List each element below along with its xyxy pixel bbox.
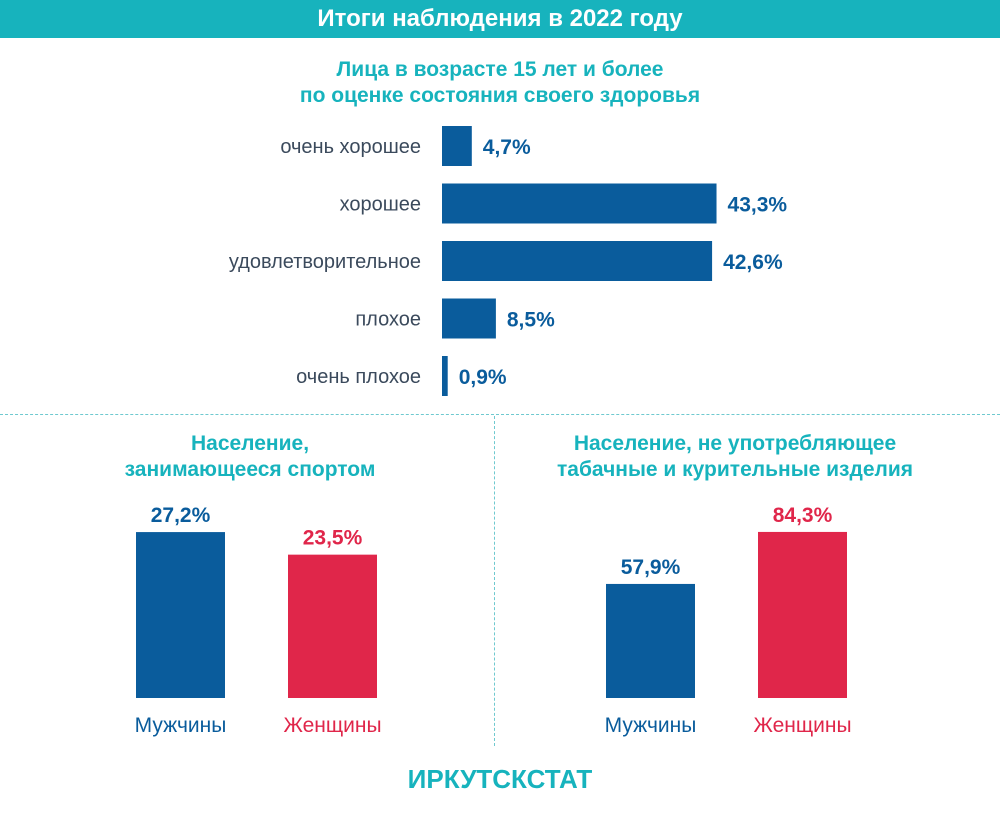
bar [442,298,496,339]
value-label: 8,5% [507,309,555,332]
category-label: хорошее [340,194,421,216]
category-label: Мужчины [605,714,697,737]
smoking-chart-title-line-1: Население, не употребляющее [573,432,897,455]
health-chart-title: Лица в возрасте 15 лет и более по оценке… [150,57,850,109]
bar [136,532,225,698]
category-label: очень хорошее [280,136,421,158]
footer-brand: ИРКУТСКСТАТ [407,764,593,794]
category-label: плохое [355,309,421,331]
value-label: 57,9% [621,556,681,579]
category-label: удовлетворительное [229,251,421,273]
sport-chart-title-line-2: занимающееся спортом [124,458,376,481]
value-label: 42,6% [723,251,783,274]
value-label: 27,2% [151,504,211,527]
bar [758,531,847,698]
value-label: 0,9% [459,366,507,389]
smoking-chart-title-line-2: табачные и курительные изделия [556,458,913,481]
sport-bar-chart: 27,2% Мужчины 23,5% Женщины [135,504,382,737]
bar [442,356,448,396]
category-label: Женщины [753,714,851,737]
category-label: Женщины [283,714,381,737]
smoking-bar-chart: 57,9% Мужчины 84,3% Женщины [605,504,852,737]
value-label: 23,5% [303,527,363,550]
bar [442,183,717,224]
value-label: 43,3% [728,194,788,217]
health-bar-chart: очень хорошее 4,7% хорошее 43,3% удовлетвори… [229,126,788,396]
category-label: очень плохое [296,366,421,388]
smoking-chart-title: Население, не употребляющее табачные и к… [500,431,970,483]
horizontal-divider [0,414,1000,415]
bar [442,126,472,166]
health-chart-title-line-1: Лица в возрасте 15 лет и более [336,58,664,81]
value-label: 4,7% [483,136,531,159]
page-header: Итоги наблюдения в 2022 году [0,0,1000,38]
value-label: 84,3% [773,504,833,527]
category-label: Мужчины [135,714,227,737]
sport-chart-title: Население, занимающееся спортом [40,431,460,483]
bar [288,554,377,698]
bar [442,241,713,281]
bar [606,583,695,698]
health-chart-title-line-2: по оценке состояния своего здоровья [299,84,701,107]
vertical-divider [494,416,495,746]
sport-chart-title-line-1: Население, [190,432,310,455]
